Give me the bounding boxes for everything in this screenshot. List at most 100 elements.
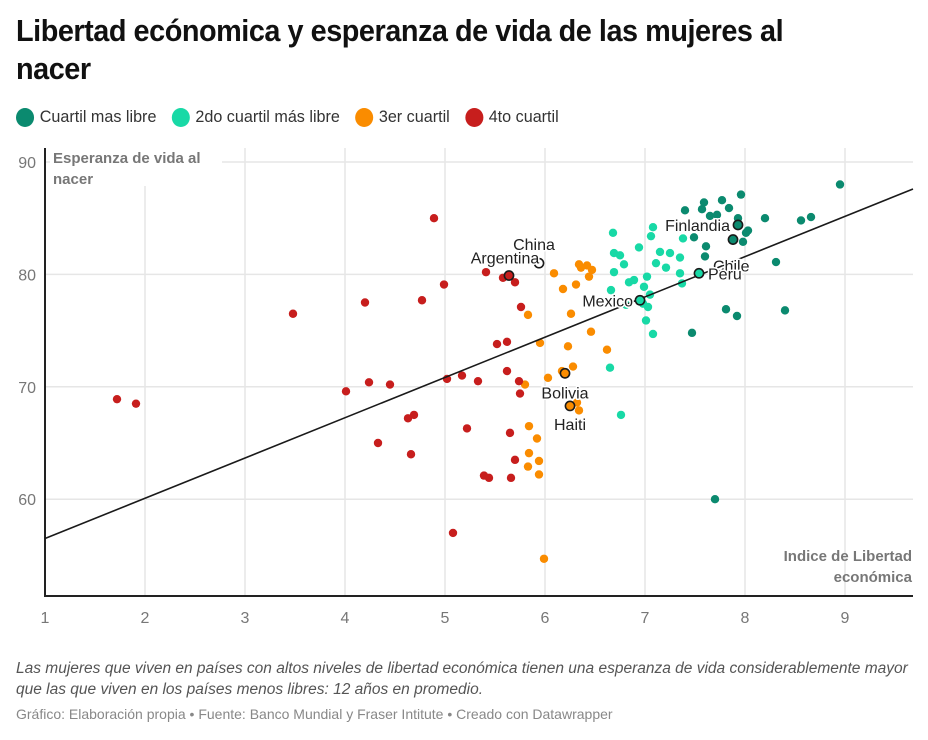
data-point-q4 — [502, 337, 512, 347]
data-point-q2 — [648, 222, 658, 232]
data-point-q4 — [417, 296, 427, 305]
data-point-q2 — [642, 272, 652, 281]
data-point-q3 — [534, 456, 544, 466]
data-point-q3 — [549, 269, 559, 278]
data-point-q3 — [587, 265, 597, 275]
data-point-q4 — [360, 298, 370, 307]
data-point-q4 — [429, 214, 439, 223]
data-point-q2 — [606, 285, 616, 295]
y-axis-title: Esperanza de vida al nacer — [50, 146, 222, 188]
data-point-q2 — [643, 302, 653, 312]
data-point-q3 — [586, 327, 596, 336]
data-point-q3 — [558, 284, 568, 294]
y-tick-label: 60 — [18, 492, 36, 509]
annotation-label-haiti: Haiti — [554, 417, 586, 434]
highlighted-point-finlandia — [732, 219, 744, 231]
data-point-q4 — [515, 389, 525, 398]
x-tick-label: 6 — [541, 610, 550, 627]
annotation-label-bolivia: Bolivia — [541, 385, 588, 402]
legend-dot-q2 — [171, 107, 190, 127]
x-tick-label: 5 — [441, 610, 450, 627]
data-point-q3 — [571, 280, 581, 289]
data-point-q3 — [524, 421, 534, 431]
legend-item-q2: 2do cuartil más libre — [171, 107, 340, 127]
data-point-q4 — [373, 438, 383, 448]
data-point-q4 — [510, 455, 520, 465]
data-point-q1 — [717, 196, 727, 205]
data-point-q2 — [648, 329, 658, 339]
annotation-label-finlandia: Finlandia — [665, 218, 730, 235]
data-point-q3 — [584, 272, 594, 281]
data-point-q3 — [523, 462, 533, 471]
data-point-q1 — [701, 242, 711, 251]
data-point-q2 — [616, 410, 626, 420]
x-axis-title-line2: económica — [834, 569, 913, 586]
data-point-q1 — [732, 311, 742, 321]
data-point-q1 — [697, 205, 707, 214]
data-point-q2 — [629, 275, 639, 285]
data-point-q2 — [639, 282, 649, 291]
data-point-q1 — [712, 210, 722, 220]
data-point-q2 — [609, 267, 619, 277]
data-point-q1 — [724, 203, 734, 213]
data-point-q1 — [780, 306, 790, 315]
chart-description: Las mujeres que viven en países con alto… — [16, 660, 908, 698]
legend-label-q3: 3er cuartil — [378, 107, 450, 126]
highlighted-point-chile — [727, 234, 739, 245]
data-point-q1 — [710, 495, 720, 504]
data-point-q1 — [741, 228, 751, 238]
legend-dot-q3 — [355, 107, 374, 127]
legend-item-q3: 3er cuartil — [355, 107, 450, 127]
data-point-q3 — [543, 373, 553, 383]
x-tick-label: 2 — [141, 610, 150, 627]
data-point-q4 — [448, 528, 458, 538]
trend-line — [44, 188, 914, 540]
data-point-q4 — [481, 267, 491, 277]
x-tick-label: 7 — [641, 610, 650, 627]
data-point-q2 — [665, 248, 675, 258]
data-point-q4 — [502, 366, 512, 376]
data-point-q4 — [484, 473, 494, 483]
data-point-q4 — [341, 387, 351, 396]
data-point-q3 — [566, 309, 576, 318]
data-point-q2 — [605, 363, 615, 372]
data-point-q3 — [568, 362, 578, 371]
x-tick-label: 1 — [41, 610, 50, 627]
data-point-q4 — [457, 371, 467, 380]
data-point-q4 — [514, 376, 524, 386]
y-tick-label: 70 — [18, 380, 36, 397]
data-point-q1 — [721, 305, 731, 314]
data-point-q1 — [760, 214, 770, 223]
highlighted-point-argentina — [503, 270, 515, 281]
highlighted-point-bolivia — [559, 367, 571, 379]
chart-title: Libertad ecónomica y esperanza de vida d… — [16, 13, 784, 86]
data-point-q3 — [602, 345, 612, 354]
data-point-q3 — [524, 448, 534, 458]
data-point-q2 — [619, 260, 629, 269]
data-point-q2 — [608, 228, 618, 238]
data-point-q4 — [505, 428, 515, 438]
legend-label-q1: Cuartil mas libre — [39, 107, 157, 126]
x-tick-label: 4 — [341, 610, 350, 627]
data-point-q3 — [523, 310, 533, 320]
legend: Cuartil mas libre 2do cuartil más libre … — [16, 107, 574, 127]
data-point-q1 — [738, 237, 748, 247]
y-axis-title-bg — [50, 146, 222, 186]
data-point-q3 — [539, 554, 549, 563]
x-tick-label: 9 — [841, 610, 850, 627]
data-point-q4 — [288, 309, 298, 318]
data-point-q4 — [473, 376, 483, 386]
data-point-q1 — [700, 252, 710, 261]
data-point-q2 — [675, 269, 685, 278]
y-tick-label: 90 — [18, 155, 36, 172]
legend-item-q1: Cuartil mas libre — [16, 107, 156, 127]
scatter-chart: Esperanza de vida al nacer Indice de Lib… — [18, 146, 914, 627]
highlighted-point-mexico — [634, 294, 646, 306]
data-point-q2 — [646, 231, 656, 241]
data-point-q4 — [492, 339, 502, 349]
data-point-q3 — [563, 342, 573, 351]
annotation-label-china: China — [513, 237, 555, 254]
x-tick-label: 3 — [241, 610, 250, 627]
data-point-q2 — [641, 316, 651, 325]
